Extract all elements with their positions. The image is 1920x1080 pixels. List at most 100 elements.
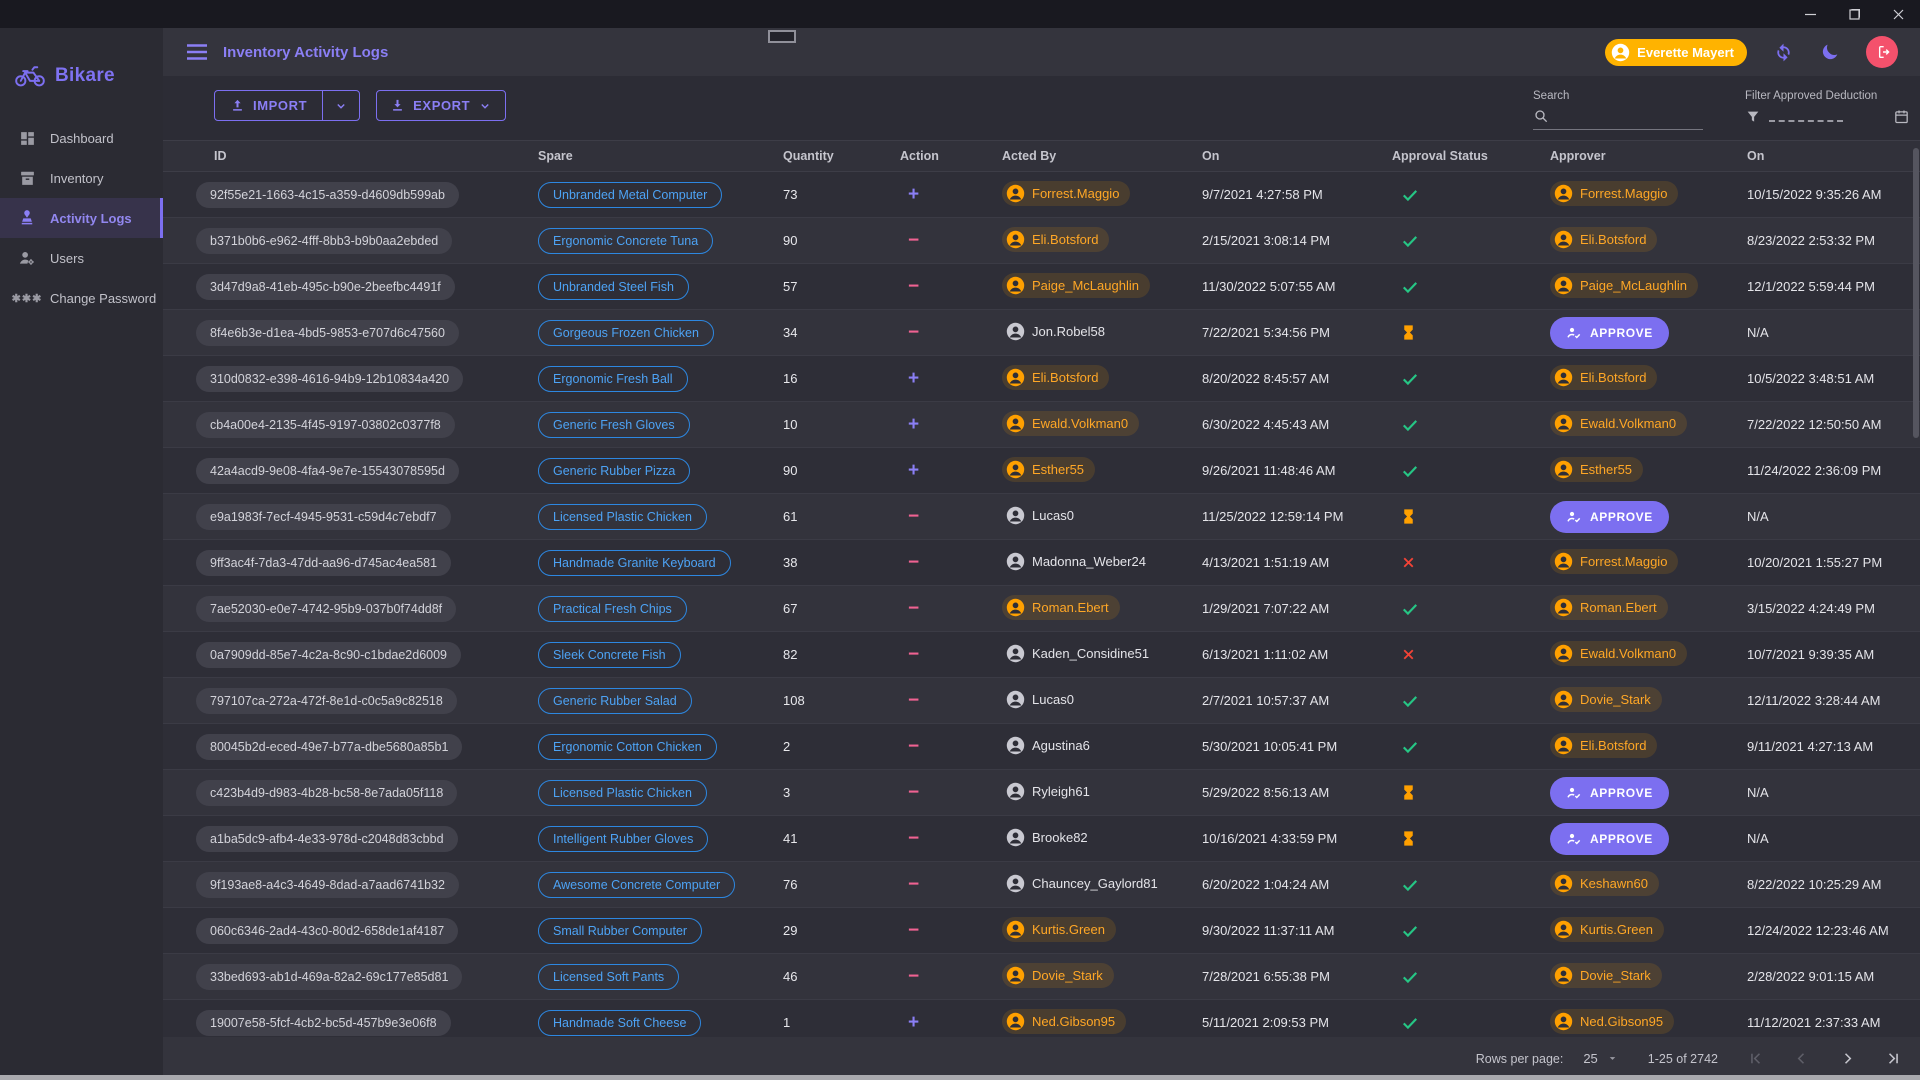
acted-on-timestamp: 5/30/2021 10:05:41 PM bbox=[1202, 739, 1338, 754]
current-user-badge[interactable]: Everette Mayert bbox=[1605, 38, 1747, 66]
person-check-icon bbox=[1567, 787, 1581, 799]
action-indicator: − bbox=[908, 735, 920, 757]
approved-on-timestamp: 9/11/2021 4:27:13 AM bbox=[1747, 739, 1874, 754]
acted-by-user-chip: Ryleigh61 bbox=[1002, 779, 1101, 804]
previous-page-button[interactable] bbox=[1788, 1046, 1814, 1072]
approved-on-timestamp: 11/12/2021 2:37:33 AM bbox=[1747, 1015, 1881, 1030]
spare-chip[interactable]: Unbranded Steel Fish bbox=[538, 273, 689, 300]
export-button-label: EXPORT bbox=[413, 98, 471, 113]
record-id-chip: cb4a00e4-2135-4f45-9197-03802c0377f8 bbox=[196, 411, 455, 438]
next-page-button[interactable] bbox=[1834, 1046, 1860, 1072]
spare-chip[interactable]: Intelligent Rubber Gloves bbox=[538, 825, 709, 852]
spare-chip[interactable]: Generic Rubber Pizza bbox=[538, 457, 691, 484]
avatar-icon bbox=[1006, 506, 1025, 525]
table-row: 33bed693-ab1d-469a-82a2-69c177e85d81 Lice… bbox=[163, 954, 1920, 1000]
spare-chip[interactable]: Small Rubber Computer bbox=[538, 917, 703, 944]
spare-chip[interactable]: Licensed Soft Pants bbox=[538, 963, 680, 990]
acted-on-timestamp: 9/30/2022 11:37:11 AM bbox=[1202, 923, 1335, 938]
import-split-button: IMPORT bbox=[214, 90, 361, 121]
approver-user-chip: Forrest.Maggio bbox=[1550, 181, 1679, 206]
status-approved-check-icon bbox=[1392, 691, 1550, 711]
refresh-button[interactable] bbox=[1773, 42, 1794, 63]
approve-button[interactable]: APPROVE bbox=[1550, 316, 1669, 349]
spare-chip[interactable]: Practical Fresh Chips bbox=[538, 595, 687, 622]
user-avatar-icon bbox=[1611, 43, 1630, 61]
acted-by-user-chip: Ned.Gibson95 bbox=[1002, 1009, 1127, 1034]
search-field: Search bbox=[1533, 90, 1703, 130]
close-button[interactable] bbox=[1876, 0, 1920, 28]
search-label: Search bbox=[1533, 90, 1570, 102]
spare-chip[interactable]: Licensed Plastic Chicken bbox=[538, 779, 707, 806]
status-approved-check-icon bbox=[1392, 921, 1550, 941]
rows-per-page-select[interactable]: 25 bbox=[1583, 1051, 1617, 1066]
avatar-icon bbox=[1554, 552, 1573, 571]
spare-chip[interactable]: Gorgeous Frozen Chicken bbox=[538, 319, 714, 346]
acted-by-user-chip: Esther55 bbox=[1002, 457, 1096, 482]
action-indicator: + bbox=[908, 459, 920, 481]
maximize-button[interactable] bbox=[1832, 0, 1876, 28]
first-page-button[interactable] bbox=[1742, 1046, 1768, 1072]
acted-by-user-chip: Dovie_Stark bbox=[1002, 963, 1114, 988]
approved-on-timestamp: 12/11/2022 3:28:44 AM bbox=[1747, 693, 1881, 708]
approved-on-timestamp: 7/22/2022 12:50:50 AM bbox=[1747, 417, 1882, 432]
table-row: 310d0832-e398-4616-94b9-12b10834a420 Ergo… bbox=[163, 356, 1920, 402]
minimize-button[interactable] bbox=[1788, 0, 1832, 28]
date-range-placeholder[interactable] bbox=[1769, 112, 1843, 122]
vertical-scrollbar[interactable] bbox=[1913, 146, 1919, 1033]
table-row: e9a1983f-7ecf-4945-9531-c59d4c7ebdf7 Lice… bbox=[163, 494, 1920, 540]
spare-chip[interactable]: Generic Fresh Gloves bbox=[538, 411, 690, 438]
sidebar-item-dashboard[interactable]: Dashboard bbox=[0, 118, 163, 158]
sidebar-item-activity-logs[interactable]: Activity Logs bbox=[0, 198, 163, 238]
import-button[interactable]: IMPORT bbox=[215, 91, 322, 120]
import-options-arrow-button[interactable] bbox=[322, 91, 359, 120]
acted-by-user-chip: Kaden_Considine51 bbox=[1002, 641, 1160, 666]
status-pending-hourglass-icon bbox=[1392, 324, 1550, 341]
approve-button[interactable]: APPROVE bbox=[1550, 822, 1669, 855]
acted-on-timestamp: 1/29/2021 7:07:22 AM bbox=[1202, 601, 1330, 616]
chevron-down-icon bbox=[481, 103, 489, 109]
spare-chip[interactable]: Awesome Concrete Computer bbox=[538, 871, 736, 898]
moon-icon bbox=[1822, 44, 1838, 60]
export-button[interactable]: EXPORT bbox=[376, 90, 507, 121]
action-indicator: + bbox=[908, 183, 920, 205]
spare-chip[interactable]: Licensed Plastic Chicken bbox=[538, 503, 707, 530]
acted-on-timestamp: 8/20/2022 8:45:57 AM bbox=[1202, 371, 1330, 386]
status-pending-hourglass-icon bbox=[1392, 508, 1550, 525]
avatar-icon bbox=[1554, 414, 1573, 433]
spare-chip[interactable]: Handmade Soft Cheese bbox=[538, 1009, 702, 1036]
scrollbar-thumb[interactable] bbox=[1913, 148, 1919, 438]
sidebar-item-inventory[interactable]: Inventory bbox=[0, 158, 163, 198]
spare-chip[interactable]: Sleek Concrete Fish bbox=[538, 641, 681, 668]
approved-on-timestamp: N/A bbox=[1747, 831, 1769, 846]
record-id-chip: b371b0b6-e962-4fff-8bb3-b9b0aa2ebded bbox=[196, 227, 453, 254]
approver-user-chip: Eli.Botsford bbox=[1550, 365, 1658, 390]
spare-chip[interactable]: Handmade Granite Keyboard bbox=[538, 549, 731, 576]
approve-button[interactable]: APPROVE bbox=[1550, 776, 1669, 809]
logout-button[interactable] bbox=[1866, 36, 1898, 68]
spare-chip[interactable]: Ergonomic Cotton Chicken bbox=[538, 733, 717, 760]
spare-chip[interactable]: Ergonomic Concrete Tuna bbox=[538, 227, 714, 254]
last-page-button[interactable] bbox=[1880, 1046, 1906, 1072]
spare-chip[interactable]: Ergonomic Fresh Ball bbox=[538, 365, 688, 392]
approved-on-timestamp: 12/24/2022 12:23:46 AM bbox=[1747, 923, 1889, 938]
approved-on-timestamp: 8/23/2022 2:53:32 PM bbox=[1747, 233, 1875, 248]
search-input[interactable] bbox=[1555, 108, 1685, 124]
avatar-icon bbox=[1554, 690, 1573, 709]
record-id-chip: 310d0832-e398-4616-94b9-12b10834a420 bbox=[196, 365, 464, 392]
spare-chip[interactable]: Generic Rubber Salad bbox=[538, 687, 692, 714]
spare-chip[interactable]: Unbranded Metal Computer bbox=[538, 181, 723, 208]
acted-by-user-chip: Roman.Ebert bbox=[1002, 595, 1120, 620]
approver-user-chip: Forrest.Maggio bbox=[1550, 549, 1679, 574]
dark-mode-toggle[interactable] bbox=[1820, 42, 1840, 62]
sidebar-item-users[interactable]: Users bbox=[0, 238, 163, 278]
menu-hamburger-icon[interactable] bbox=[187, 44, 207, 60]
approve-button[interactable]: APPROVE bbox=[1550, 500, 1669, 533]
approved-on-timestamp: N/A bbox=[1747, 509, 1769, 524]
filter-approved-deduction-field: Filter Approved Deduction bbox=[1745, 90, 1910, 130]
calendar-icon[interactable] bbox=[1893, 108, 1910, 125]
action-indicator: + bbox=[908, 413, 920, 435]
avatar-icon bbox=[1554, 460, 1573, 479]
table-row: 42a4acd9-9e08-4fa4-9e7e-15543078595d Gene… bbox=[163, 448, 1920, 494]
sidebar-item-change-password[interactable]: ✱✱✱ Change Password bbox=[0, 278, 163, 318]
column-header-quantity: Quantity bbox=[783, 149, 834, 163]
